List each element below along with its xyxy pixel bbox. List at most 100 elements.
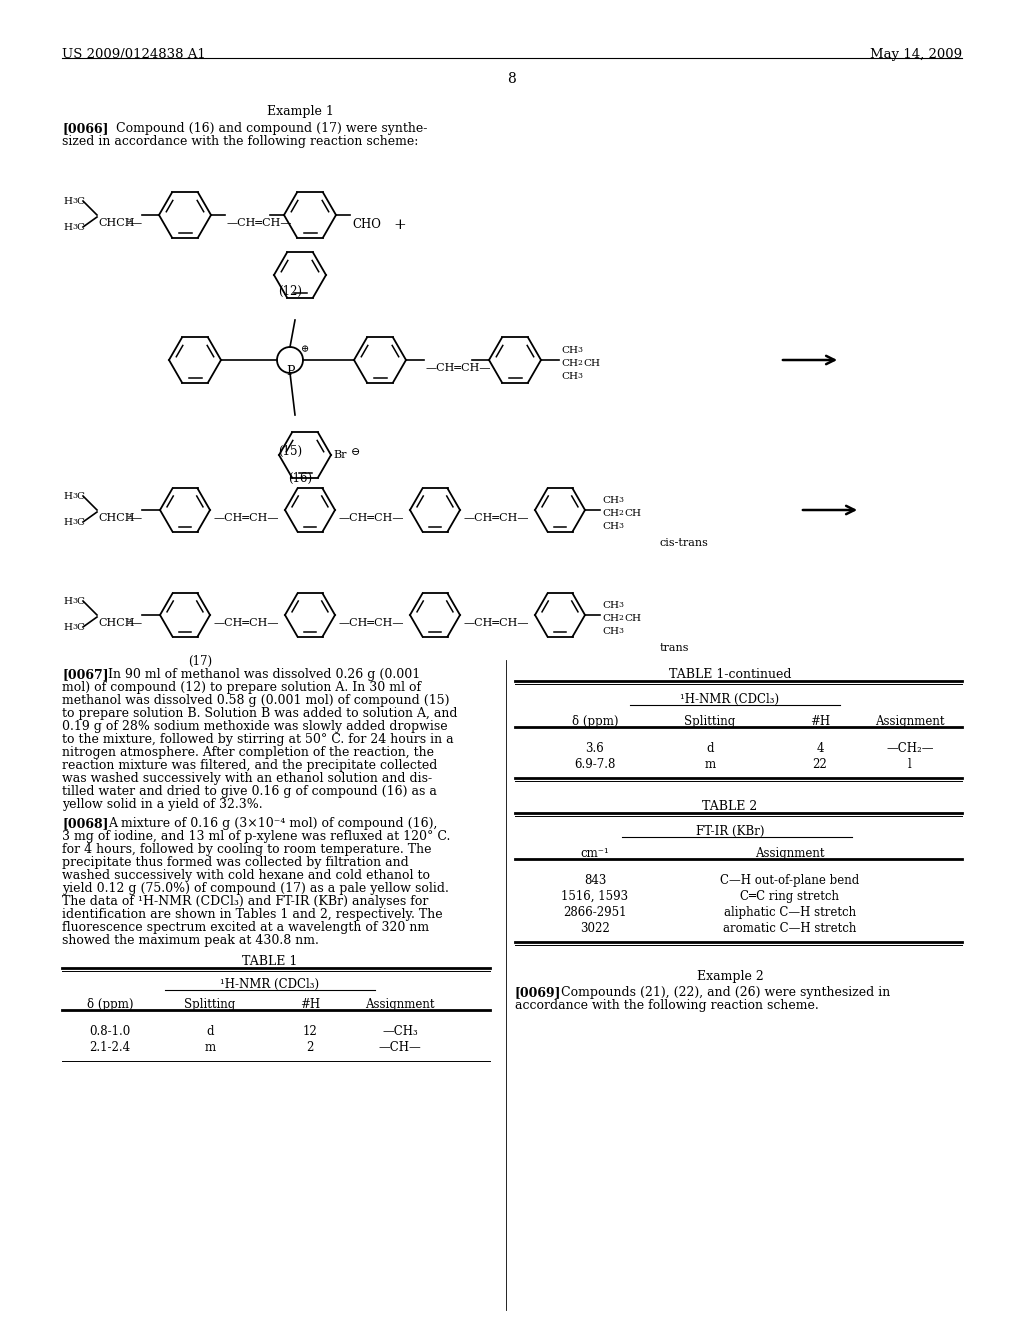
- Text: Example 2: Example 2: [696, 970, 763, 983]
- Text: 12: 12: [303, 1026, 317, 1038]
- Text: mol) of compound (12) to prepare solution A. In 30 ml of: mol) of compound (12) to prepare solutio…: [62, 681, 421, 694]
- Text: d: d: [206, 1026, 214, 1038]
- Text: CH: CH: [602, 510, 618, 517]
- Text: C: C: [76, 492, 84, 502]
- Text: CH: CH: [561, 346, 578, 355]
- Text: TABLE 1-continued: TABLE 1-continued: [669, 668, 792, 681]
- Text: 2: 2: [126, 218, 131, 226]
- Text: 6.9-7.8: 6.9-7.8: [574, 758, 615, 771]
- Text: 8: 8: [508, 73, 516, 86]
- Text: l: l: [908, 758, 912, 771]
- Text: 3: 3: [72, 223, 77, 231]
- Text: Assignment: Assignment: [366, 998, 435, 1011]
- Text: FT-IR (KBr): FT-IR (KBr): [695, 825, 764, 838]
- Text: 3: 3: [577, 346, 582, 354]
- Text: (12): (12): [278, 285, 302, 298]
- Text: aromatic C—H stretch: aromatic C—H stretch: [723, 921, 857, 935]
- Text: H: H: [63, 597, 72, 606]
- Text: CH: CH: [561, 372, 578, 381]
- Text: —CH═CH—: —CH═CH—: [214, 618, 280, 628]
- Text: C: C: [76, 517, 84, 527]
- Text: —: —: [131, 513, 142, 523]
- Text: 2: 2: [126, 513, 131, 521]
- Text: Splitting: Splitting: [684, 715, 735, 729]
- Text: —CH═CH—: —CH═CH—: [339, 618, 404, 628]
- Text: Splitting: Splitting: [184, 998, 236, 1011]
- Text: H: H: [63, 517, 72, 527]
- Text: 4: 4: [816, 742, 823, 755]
- Text: C: C: [76, 623, 84, 632]
- Text: 2: 2: [126, 618, 131, 626]
- Text: CH: CH: [583, 359, 600, 368]
- Text: 2866-2951: 2866-2951: [563, 906, 627, 919]
- Text: ¹H-NMR (CDCl₃): ¹H-NMR (CDCl₃): [680, 693, 779, 706]
- Text: —CH═CH—: —CH═CH—: [426, 363, 492, 374]
- Text: Assignment: Assignment: [876, 715, 945, 729]
- Text: TABLE 1: TABLE 1: [243, 954, 298, 968]
- Text: [0068]: [0068]: [62, 817, 109, 830]
- Text: CHCH: CHCH: [98, 218, 134, 228]
- Text: Compound (16) and compound (17) were synthe-: Compound (16) and compound (17) were syn…: [108, 121, 427, 135]
- Text: In 90 ml of methanol was dissolved 0.26 g (0.001: In 90 ml of methanol was dissolved 0.26 …: [108, 668, 420, 681]
- Text: 2: 2: [618, 510, 623, 517]
- Text: 0.19 g of 28% sodium methoxide was slowly added dropwise: 0.19 g of 28% sodium methoxide was slowl…: [62, 719, 447, 733]
- Text: (16): (16): [288, 473, 312, 484]
- Text: accordance with the following reaction scheme.: accordance with the following reaction s…: [515, 999, 819, 1012]
- Text: ⊖: ⊖: [351, 447, 360, 457]
- Text: aliphatic C—H stretch: aliphatic C—H stretch: [724, 906, 856, 919]
- Text: trans: trans: [660, 643, 689, 653]
- Text: 3: 3: [618, 496, 623, 504]
- Text: CHCH: CHCH: [98, 618, 134, 628]
- Text: H: H: [63, 223, 72, 232]
- Text: May 14, 2009: May 14, 2009: [869, 48, 962, 61]
- Text: 843: 843: [584, 874, 606, 887]
- Text: 3 mg of iodine, and 13 ml of p-xylene was refluxed at 120° C.: 3 mg of iodine, and 13 ml of p-xylene wa…: [62, 830, 451, 843]
- Text: —CH═CH—: —CH═CH—: [464, 513, 529, 523]
- Text: Assignment: Assignment: [756, 847, 824, 861]
- Text: washed successively with cold hexane and cold ethanol to: washed successively with cold hexane and…: [62, 869, 430, 882]
- Text: 3: 3: [72, 517, 77, 525]
- Text: δ (ppm): δ (ppm): [571, 715, 618, 729]
- Text: C: C: [76, 223, 84, 232]
- Text: ¹H-NMR (CDCl₃): ¹H-NMR (CDCl₃): [220, 978, 319, 991]
- Text: showed the maximum peak at 430.8 nm.: showed the maximum peak at 430.8 nm.: [62, 935, 318, 946]
- Text: nitrogen atmosphere. After completion of the reaction, the: nitrogen atmosphere. After completion of…: [62, 746, 434, 759]
- Text: precipitate thus formed was collected by filtration and: precipitate thus formed was collected by…: [62, 855, 409, 869]
- Text: The data of ¹H-NMR (CDCl₃) and FT-IR (KBr) analyses for: The data of ¹H-NMR (CDCl₃) and FT-IR (KB…: [62, 895, 428, 908]
- Text: [0066]: [0066]: [62, 121, 109, 135]
- Text: C—H out-of-plane bend: C—H out-of-plane bend: [720, 874, 859, 887]
- Text: (15): (15): [278, 445, 302, 458]
- Text: δ (ppm): δ (ppm): [87, 998, 133, 1011]
- Text: CH: CH: [602, 601, 618, 610]
- Text: yield 0.12 g (75.0%) of compound (17) as a pale yellow solid.: yield 0.12 g (75.0%) of compound (17) as…: [62, 882, 449, 895]
- Text: m: m: [705, 758, 716, 771]
- Text: identification are shown in Tables 1 and 2, respectively. The: identification are shown in Tables 1 and…: [62, 908, 442, 921]
- Text: tilled water and dried to give 0.16 g of compound (16) as a: tilled water and dried to give 0.16 g of…: [62, 785, 437, 799]
- Text: [0067]: [0067]: [62, 668, 109, 681]
- Text: fluorescence spectrum excited at a wavelength of 320 nm: fluorescence spectrum excited at a wavel…: [62, 921, 429, 935]
- Text: for 4 hours, followed by cooling to room temperature. The: for 4 hours, followed by cooling to room…: [62, 843, 431, 855]
- Text: 1516, 1593: 1516, 1593: [561, 890, 629, 903]
- Text: cm⁻¹: cm⁻¹: [581, 847, 609, 861]
- Text: P: P: [286, 366, 295, 378]
- Text: —CH═CH—: —CH═CH—: [464, 618, 529, 628]
- Text: 2.1-2.4: 2.1-2.4: [89, 1041, 131, 1053]
- Text: [0069]: [0069]: [515, 986, 561, 999]
- Text: C: C: [76, 597, 84, 606]
- Text: A mixture of 0.16 g (3×10⁻⁴ mol) of compound (16),: A mixture of 0.16 g (3×10⁻⁴ mol) of comp…: [108, 817, 437, 830]
- Text: (17): (17): [188, 655, 212, 668]
- Text: yellow solid in a yield of 32.3%.: yellow solid in a yield of 32.3%.: [62, 799, 262, 810]
- Text: —CH═CH—: —CH═CH—: [339, 513, 404, 523]
- Text: —CH₂—: —CH₂—: [886, 742, 934, 755]
- Text: 3: 3: [72, 197, 77, 205]
- Text: CH: CH: [624, 510, 641, 517]
- Text: 3: 3: [618, 601, 623, 609]
- Text: TABLE 2: TABLE 2: [702, 800, 758, 813]
- Text: ⊕: ⊕: [301, 345, 309, 354]
- Text: 2: 2: [306, 1041, 313, 1053]
- Text: reaction mixture was filtered, and the precipitate collected: reaction mixture was filtered, and the p…: [62, 759, 437, 772]
- Text: 2: 2: [577, 359, 582, 367]
- Text: 0.8-1.0: 0.8-1.0: [89, 1026, 131, 1038]
- Text: 3: 3: [618, 627, 623, 635]
- Text: CH: CH: [602, 496, 618, 506]
